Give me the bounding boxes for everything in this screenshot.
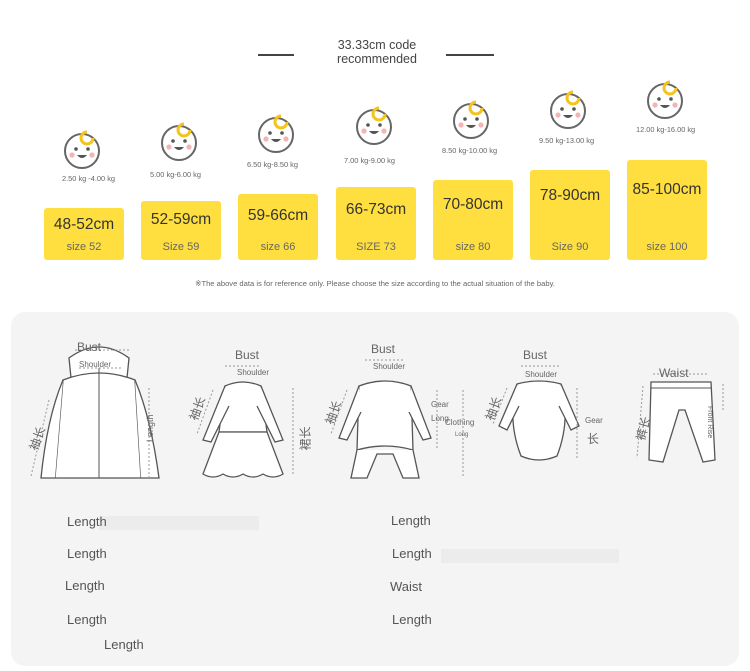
bodysuit-shoulder-label: Shoulder — [525, 370, 558, 379]
legend-bar — [441, 549, 619, 563]
dress-illustration — [196, 365, 294, 478]
jacket-diagram: Bust Shoulder 袖长 Length — [19, 338, 169, 488]
romper-gear-label: Gear — [431, 400, 449, 409]
size-column: 5.00 kg-6.00 kg 52-59cm Size 59 — [141, 75, 221, 260]
recommendation-header: 33.33cm code recommended — [0, 36, 750, 76]
baby-face-icon — [161, 122, 197, 161]
dress-diagram: Bust Shoulder 袖长 裙长 — [183, 344, 313, 484]
bodysuit-illustration — [492, 365, 580, 461]
pants-front-rise-label: Front Rise — [706, 406, 713, 439]
dress-skirt-label: 裙长 — [298, 426, 313, 451]
romper-clothing-label: Clothing — [445, 418, 475, 427]
legend-label: Length — [67, 612, 107, 627]
legend-label: Length — [67, 514, 107, 529]
legend-bar — [99, 516, 259, 530]
dress-bust-label: Bust — [235, 348, 260, 362]
size-box: 78-90cm Size 90 — [530, 170, 610, 260]
length-range: 78-90cm — [539, 187, 601, 204]
size-label: size 66 — [260, 241, 296, 253]
size-box: 59-66cm size 66 — [238, 194, 318, 260]
size-label: size 100 — [646, 241, 688, 253]
pants-illustration — [636, 373, 724, 463]
legend-label: Length — [65, 578, 105, 593]
header-left-rule — [258, 54, 294, 56]
jacket-bust-label: Bust — [77, 340, 102, 354]
romper-clothing-long-label: Long — [455, 432, 469, 438]
size-box: 52-59cm Size 59 — [141, 201, 221, 260]
jacket-shoulder-label: Shoulder — [79, 360, 112, 369]
romper-bust-label: Bust — [371, 342, 396, 356]
baby-face-icon — [64, 130, 100, 169]
pants-diagram: Waist 裤长 Front Rise — [623, 352, 737, 482]
measurement-panel: Bust Shoulder 袖长 Length Bust Shoulder 袖长… — [11, 312, 739, 666]
baby-face-icon — [258, 114, 294, 153]
size-column: 12.00 kg-16.00 kg 85-100cm size 100 — [627, 75, 707, 260]
legend-label: Length — [392, 546, 432, 561]
legend-label: Length — [67, 546, 107, 561]
size-box: 70-80cm size 80 — [433, 180, 513, 260]
bodysuit-gear-long-label: 长 — [587, 432, 600, 446]
length-range: 59-66cm — [247, 207, 309, 224]
size-label: Size 59 — [162, 241, 200, 253]
romper-illustration — [330, 359, 464, 479]
jacket-length-label: Length — [145, 414, 155, 442]
hooded-jacket-illustration — [30, 346, 160, 479]
header-right-rule — [446, 54, 494, 56]
weight-range: 6.50 kg-8.50 kg — [247, 160, 298, 169]
size-column: 2.50 kg -4.00 kg 48-52cm size 52 — [44, 75, 124, 260]
size-label: size 52 — [66, 241, 102, 253]
weight-range: 2.50 kg -4.00 kg — [62, 174, 116, 183]
baby-face-icon — [550, 90, 586, 129]
reference-note: ※The above data is for reference only. P… — [195, 279, 555, 288]
size-column: 7.00 kg-9.00 kg 66-73cm SIZE 73 — [336, 75, 416, 260]
size-column: 8.50 kg-10.00 kg 70-80cm size 80 — [433, 75, 513, 260]
legend-label: Length — [391, 513, 431, 528]
dress-shoulder-label: Shoulder — [237, 368, 270, 377]
romper-long-label: Long — [431, 414, 449, 423]
length-range: 52-59cm — [150, 211, 212, 228]
legend-label: Length — [104, 637, 144, 652]
size-box: 66-73cm SIZE 73 — [336, 187, 416, 260]
length-range: 70-80cm — [442, 196, 504, 213]
header-subtitle: recommended — [337, 52, 417, 66]
baby-face-icon — [647, 80, 683, 119]
length-range: 66-73cm — [345, 201, 407, 218]
size-column: 9.50 kg-13.00 kg 78-90cm Size 90 — [530, 75, 610, 260]
baby-face-icon — [453, 100, 489, 139]
legend-label: Length — [392, 612, 432, 627]
length-range: 85-100cm — [632, 181, 702, 198]
weight-range: 7.00 kg-9.00 kg — [344, 156, 395, 165]
size-column: 6.50 kg-8.50 kg 59-66cm size 66 — [238, 75, 318, 260]
bodysuit-gear-label: Gear — [585, 416, 603, 425]
size-label: Size 90 — [551, 241, 589, 253]
size-box: 48-52cm size 52 — [44, 208, 124, 260]
legend-label: Waist — [390, 579, 423, 594]
length-range: 48-52cm — [53, 216, 115, 233]
pants-waist-label: Waist — [659, 366, 689, 380]
romper-shoulder-label: Shoulder — [373, 362, 406, 371]
size-chart: 2.50 kg -4.00 kg 48-52cm size 52 5.00 kg… — [0, 75, 750, 260]
weight-range: 5.00 kg-6.00 kg — [150, 170, 201, 179]
weight-range: 12.00 kg-16.00 kg — [636, 125, 696, 134]
romper-diagram: Bust Shoulder 袖长 Gear Long Clothing Long — [315, 338, 475, 488]
weight-range: 9.50 kg-13.00 kg — [539, 136, 595, 145]
size-box: 85-100cm size 100 — [627, 160, 707, 260]
size-label: size 80 — [455, 241, 491, 253]
bodysuit-diagram: Bust Shoulder 袖长 Gear 长 — [477, 344, 617, 484]
baby-face-icon — [356, 106, 392, 145]
size-label: SIZE 73 — [356, 241, 396, 253]
header-title: 33.33cm code — [337, 38, 417, 52]
bodysuit-bust-label: Bust — [523, 348, 548, 362]
weight-range: 8.50 kg-10.00 kg — [442, 146, 498, 155]
